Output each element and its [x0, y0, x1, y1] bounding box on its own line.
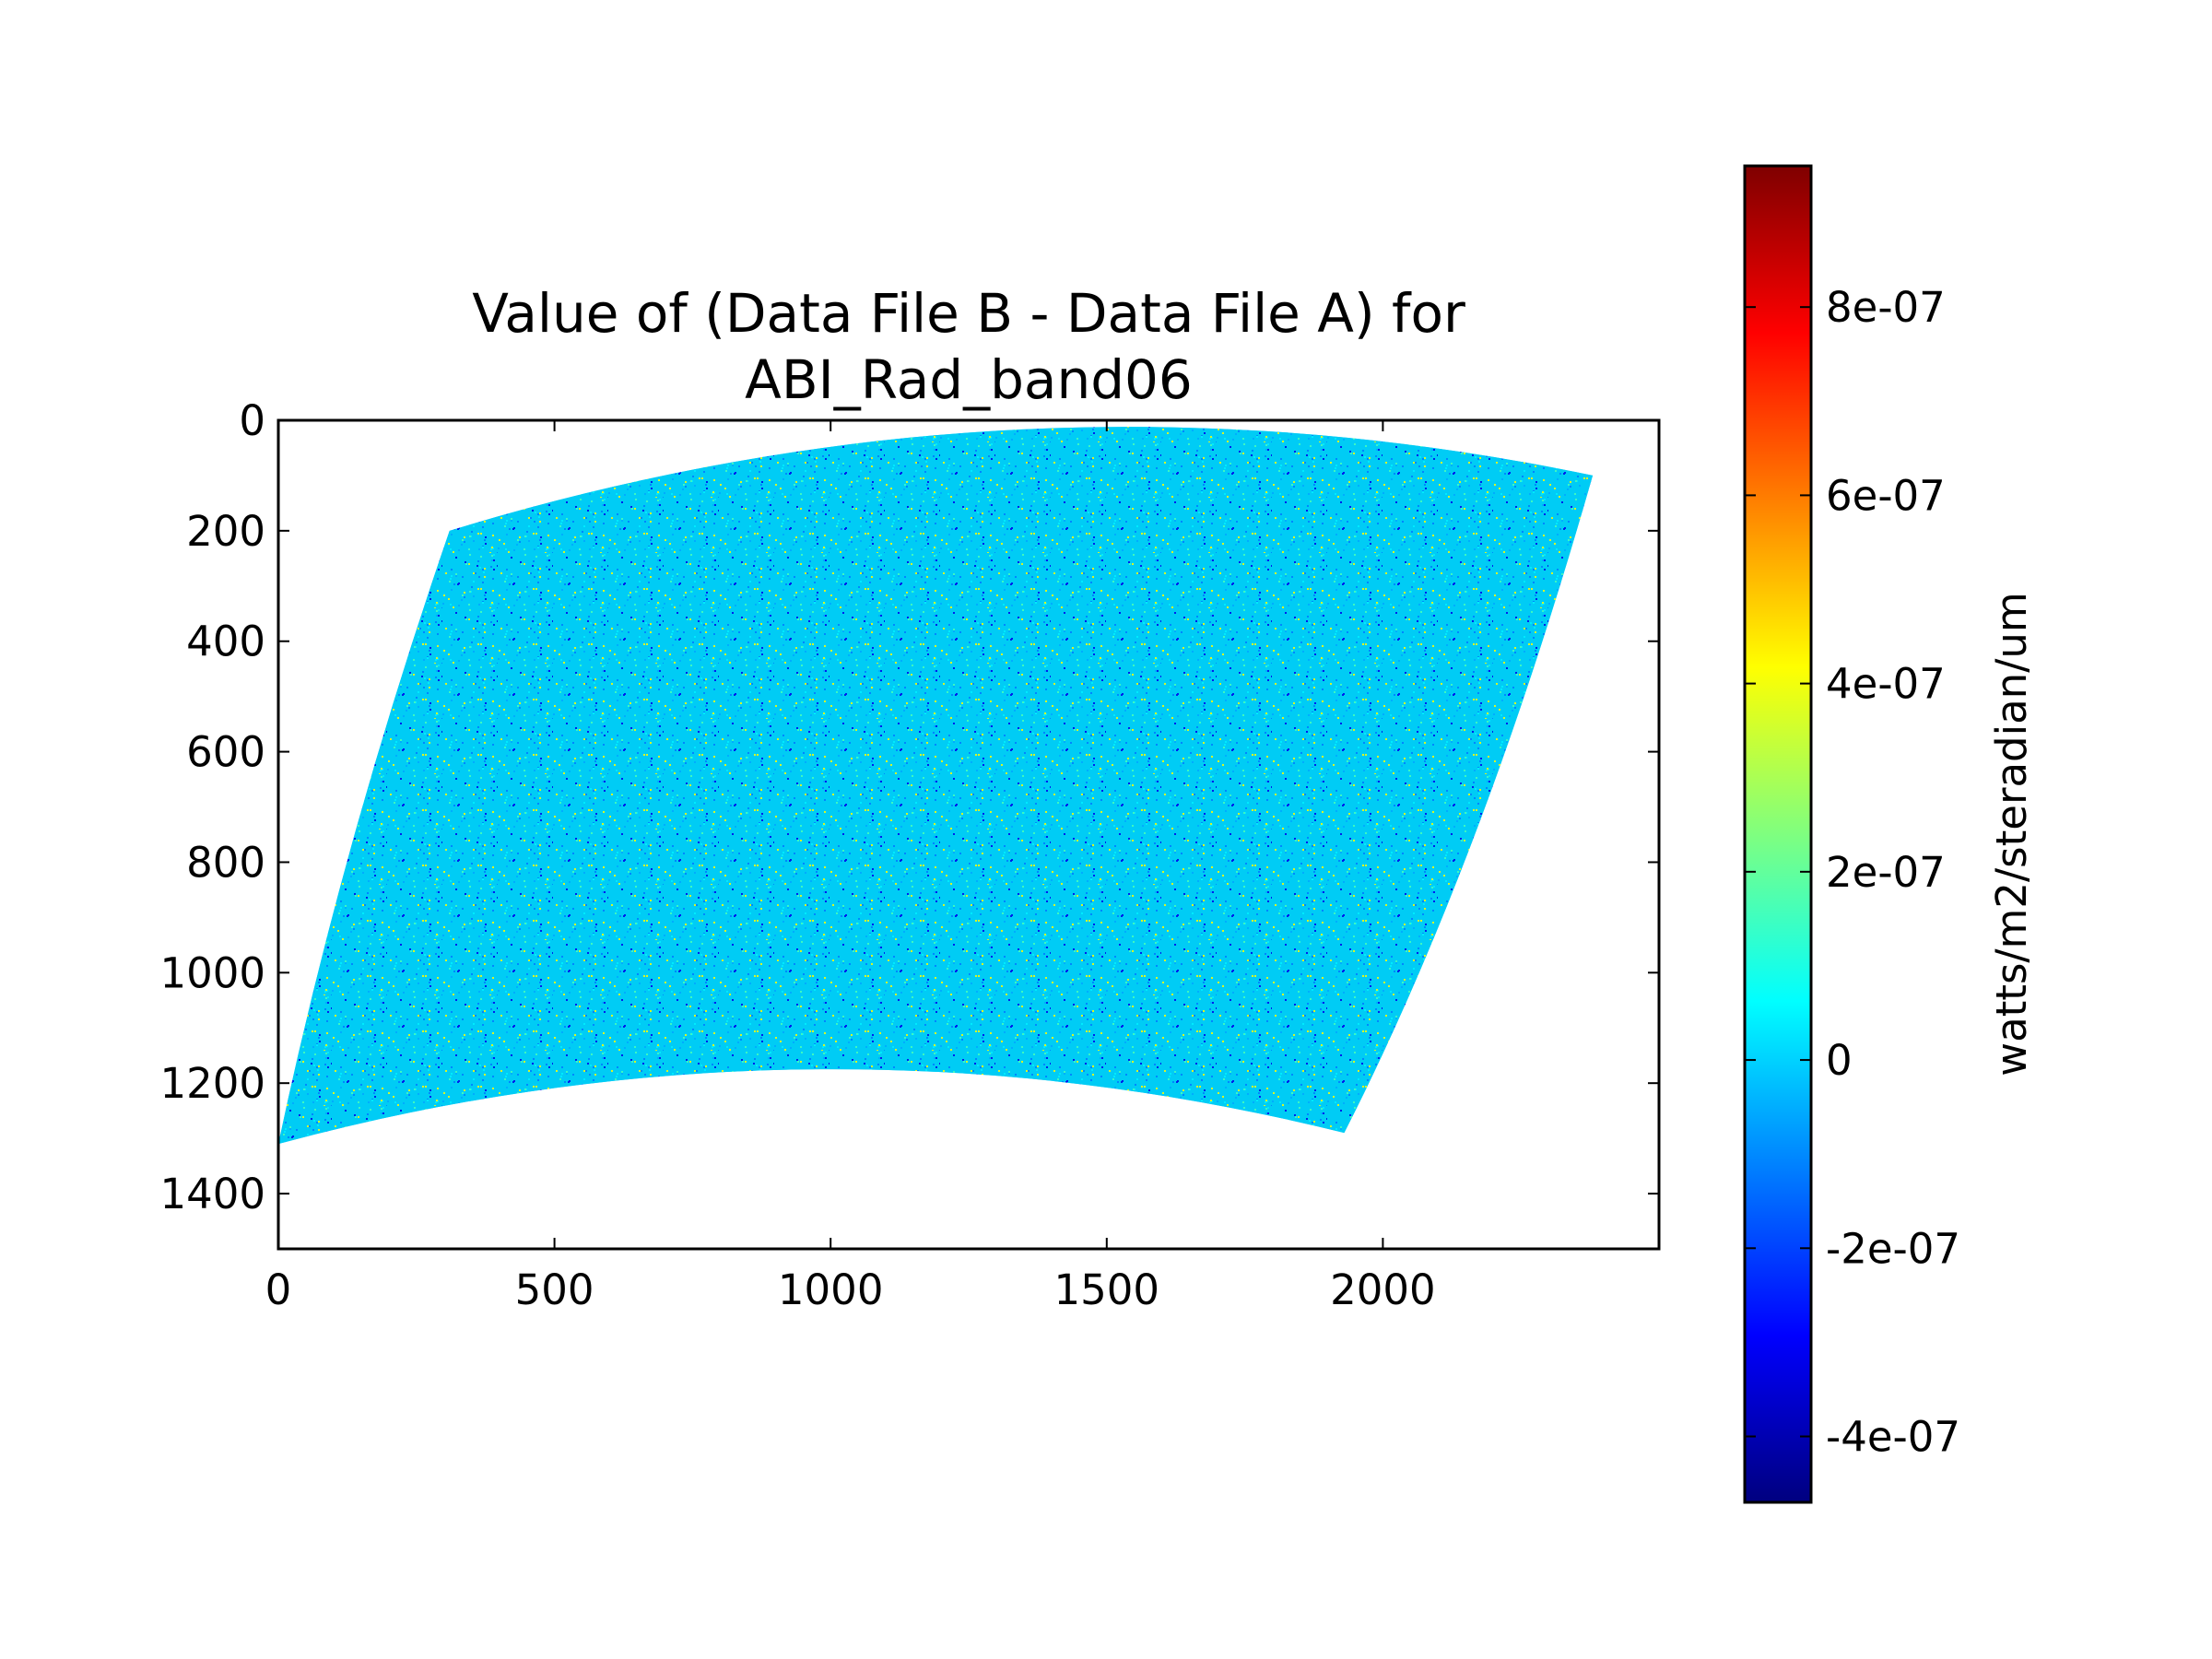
x-tick-label: 2000 [1330, 1265, 1436, 1314]
colorbar-tick-label: 8e-07 [1826, 283, 1946, 332]
colorbar-gradient [1743, 164, 1813, 1504]
x-tick-label: 500 [515, 1265, 594, 1314]
y-tick-label: 800 [186, 838, 265, 887]
colorbar-ticks: -4e-07 -2e-07 0 2e-07 4e-07 6e-07 8e-07 [1745, 283, 1960, 1462]
x-tick-label: 1500 [1054, 1265, 1160, 1314]
colorbar-tick-label: -4e-07 [1826, 1413, 1960, 1462]
y-axis: 0 200 400 600 800 1000 1200 1400 [159, 396, 1659, 1218]
data-footprint [278, 427, 1594, 1145]
y-tick-label: 1400 [159, 1170, 265, 1218]
y-tick-label: 600 [186, 728, 265, 777]
colorbar-tick-label: 4e-07 [1826, 660, 1946, 709]
colorbar-tick-label: 6e-07 [1826, 471, 1946, 520]
colorbar-label: watts/m2/steradian/um [1987, 592, 2036, 1076]
axes-frame [276, 418, 1661, 1251]
y-tick-label: 1200 [159, 1059, 265, 1108]
colorbar-tick-label: 2e-07 [1826, 848, 1946, 897]
y-tick-label: 1000 [159, 948, 265, 997]
colorbar-tick-label: 0 [1826, 1036, 1853, 1085]
colorbar: -4e-07 -2e-07 0 2e-07 4e-07 6e-07 8e-07 watts/… [1743, 164, 2036, 1504]
x-tick-label: 1000 [778, 1265, 884, 1314]
plot-area [278, 427, 1594, 1145]
x-tick-label: 0 [265, 1265, 292, 1314]
y-tick-label: 200 [186, 507, 265, 556]
chart-title-line-1: Value of (Data File B - Data File A) for [472, 282, 1465, 345]
colorbar-tick-label: -2e-07 [1826, 1224, 1960, 1273]
x-axis: 0 500 1000 1500 2000 [265, 420, 1436, 1314]
chart-title-line-2: ABI_Rad_band06 [745, 348, 1193, 411]
y-tick-label: 400 [186, 618, 265, 666]
y-tick-label: 0 [239, 396, 265, 445]
data-swath-texture [278, 427, 1594, 1145]
